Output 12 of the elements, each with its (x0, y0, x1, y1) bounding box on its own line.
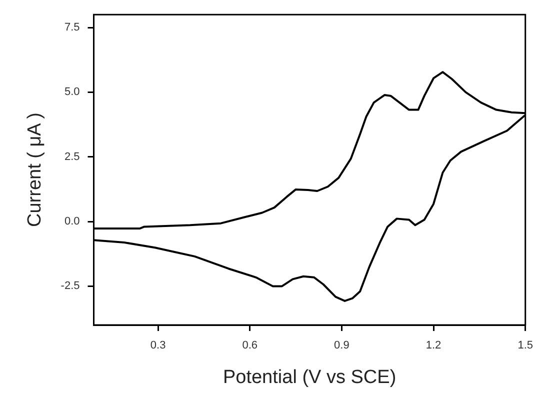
x-tick-label: 0.3 (150, 340, 166, 352)
x-tick-label: 0.6 (242, 340, 258, 352)
x-tick-label: 0.9 (334, 340, 350, 352)
x-axis-title: Potential (V vs SCE) (222, 366, 396, 388)
x-tick-label: 1.5 (518, 340, 534, 352)
y-tick-label: -2.5 (60, 280, 80, 292)
x-tick-label: 1.2 (426, 340, 442, 352)
y-tick-label: 2.5 (64, 150, 80, 163)
y-tick-label: 5.0 (64, 86, 80, 98)
y-tick-label: 0.0 (64, 216, 80, 228)
y-axis-title: Current ( μA ) (24, 112, 46, 228)
y-tick-label: 7.5 (64, 22, 80, 34)
